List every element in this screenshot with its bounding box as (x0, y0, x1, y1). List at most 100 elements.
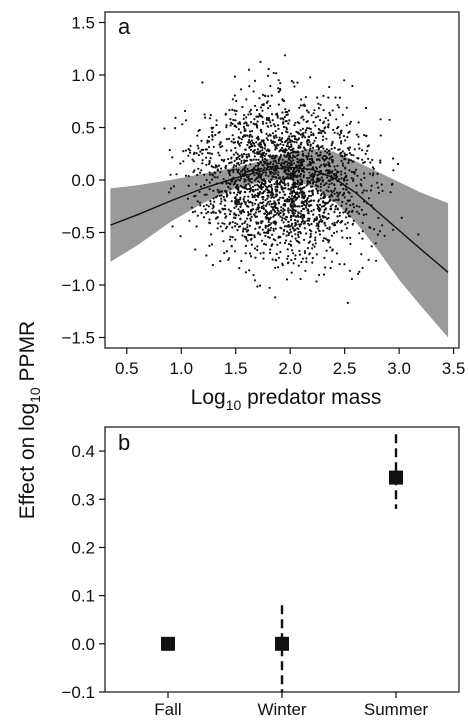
scatter-point (237, 161, 240, 165)
scatter-point (366, 149, 369, 152)
scatter-point (321, 156, 324, 159)
scatter-point (347, 148, 351, 151)
scatter-point (232, 166, 235, 169)
scatter-point (375, 259, 378, 262)
scatter-point (287, 147, 290, 150)
scatter-point (256, 188, 259, 191)
scatter-point (279, 153, 282, 156)
scatter-point (367, 258, 370, 261)
x-ticks-b: Fall Winter Summer (154, 692, 428, 719)
scatter-point (348, 169, 351, 172)
scatter-point (284, 187, 287, 190)
scatter-point (299, 104, 302, 107)
scatter-point (361, 266, 364, 269)
scatter-point (266, 138, 269, 142)
scatter-point (299, 232, 302, 235)
scatter-point (320, 220, 323, 223)
scatter-point (363, 134, 366, 137)
scatter-point (318, 165, 321, 169)
scatter-point (282, 125, 286, 129)
scatter-point (201, 152, 204, 155)
estimate-marker (389, 470, 403, 485)
y-tick-label: 0.0 (71, 171, 95, 190)
scatter-point (262, 204, 265, 207)
scatter-point (239, 131, 242, 134)
scatter-point (203, 173, 206, 176)
scatter-point (282, 177, 285, 180)
scatter-point (331, 142, 334, 145)
scatter-point (250, 181, 253, 184)
scatter-point (272, 173, 275, 176)
scatter-point (238, 154, 241, 158)
scatter-point (348, 152, 351, 155)
scatter-point (259, 177, 262, 180)
scatter-point (290, 143, 293, 146)
scatter-point (311, 256, 314, 260)
scatter-point (269, 121, 272, 124)
scatter-point (309, 147, 312, 150)
scatter-point (343, 152, 346, 155)
scatter-point (276, 207, 279, 210)
scatter-point (209, 200, 212, 203)
scatter-point (317, 148, 320, 151)
scatter-point (316, 96, 319, 99)
scatter-point (361, 237, 364, 240)
scatter-point (229, 187, 232, 190)
scatter-point (281, 132, 284, 135)
scatter-point (277, 177, 280, 180)
scatter-point (190, 206, 194, 209)
scatter-point (363, 176, 366, 179)
scatter-point (346, 179, 349, 182)
scatter-point (300, 210, 303, 213)
scatter-point (248, 138, 251, 142)
scatter-point (271, 132, 274, 135)
scatter-point (257, 203, 260, 206)
scatter-point (281, 111, 284, 114)
scatter-point (277, 266, 280, 269)
scatter-point (229, 235, 232, 238)
scatter-point (350, 159, 353, 162)
scatter-point (239, 177, 243, 180)
scatter-point (205, 254, 208, 257)
scatter-point (272, 193, 275, 196)
scatter-point (195, 225, 198, 228)
scatter-point (283, 179, 286, 182)
scatter-point (212, 166, 215, 169)
scatter-point (268, 223, 272, 226)
scatter-point (266, 74, 270, 77)
scatter-point (209, 233, 213, 236)
scatter-point (288, 135, 291, 138)
scatter-point (212, 210, 215, 213)
scatter-point (347, 131, 350, 134)
scatter-point (300, 116, 303, 119)
scatter-point (287, 156, 291, 159)
scatter-point (244, 135, 247, 138)
scatter-point (319, 119, 322, 122)
scatter-point (332, 172, 336, 176)
scatter-point (314, 242, 317, 245)
scatter-point (277, 87, 280, 90)
scatter-point (345, 153, 348, 156)
scatter-point (289, 240, 292, 243)
scatter-point (319, 151, 322, 154)
scatter-point (257, 138, 260, 141)
scatter-point (258, 97, 261, 100)
scatter-point (296, 161, 299, 164)
scatter-point (222, 178, 225, 181)
scatter-point (247, 229, 250, 232)
scatter-point (181, 123, 184, 126)
scatter-point (367, 157, 370, 160)
scatter-point (330, 234, 333, 237)
scatter-point (205, 178, 208, 182)
scatter-point (313, 245, 316, 248)
scatter-point (264, 234, 267, 237)
scatter-point (331, 203, 334, 206)
scatter-point (243, 191, 246, 194)
scatter-point (255, 208, 258, 211)
scatter-point (310, 178, 313, 181)
scatter-point (267, 107, 270, 110)
scatter-point (320, 176, 323, 179)
scatter-point (277, 127, 280, 130)
scatter-point (290, 186, 293, 189)
